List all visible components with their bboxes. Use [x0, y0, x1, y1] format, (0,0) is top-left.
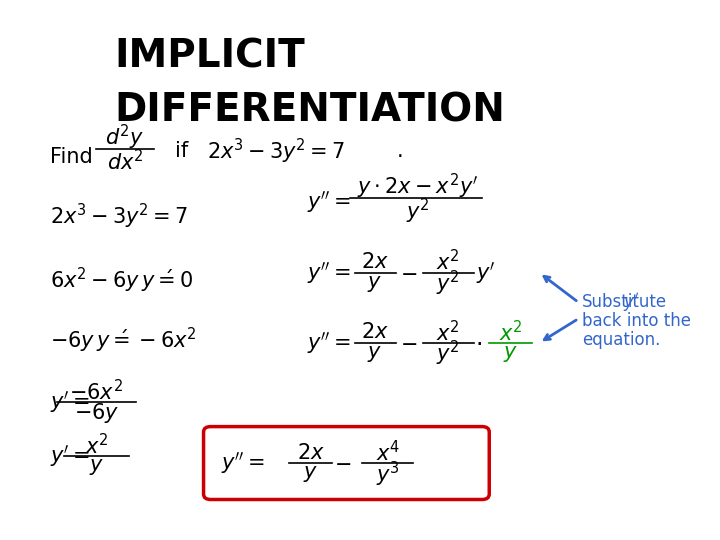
Text: $\cdot$: $\cdot$ [475, 331, 482, 355]
Text: $y$: $y$ [503, 343, 518, 364]
Text: $-$: $-$ [334, 453, 351, 474]
Text: $x^2$: $x^2$ [436, 249, 459, 274]
Text: $-$: $-$ [400, 333, 417, 353]
Text: IMPLICIT: IMPLICIT [114, 38, 305, 76]
Text: Find: Find [50, 146, 93, 167]
FancyBboxPatch shape [204, 427, 490, 500]
Text: DIFFERENTIATION: DIFFERENTIATION [114, 92, 505, 130]
Text: $y'$: $y'$ [623, 291, 639, 314]
Text: $x^2$: $x^2$ [436, 320, 459, 345]
Text: .: . [397, 141, 403, 161]
Text: $y^2$: $y^2$ [436, 339, 459, 368]
Text: $y'$: $y'$ [477, 260, 496, 286]
Text: $y^3$: $y^3$ [376, 460, 400, 489]
Text: $x^2$: $x^2$ [499, 320, 523, 345]
Text: $-6y$: $-6y$ [73, 401, 119, 425]
Text: $y$: $y$ [367, 343, 382, 364]
Text: $y''=$: $y''=$ [307, 330, 351, 356]
Text: $x^2$: $x^2$ [84, 433, 108, 458]
Text: $2x$: $2x$ [361, 252, 389, 272]
Text: $y$: $y$ [89, 457, 104, 477]
Text: $y''=$: $y''=$ [222, 450, 266, 476]
Text: $dx^2$: $dx^2$ [107, 150, 143, 174]
Text: $y$: $y$ [303, 464, 318, 484]
Text: $y'=$: $y'=$ [50, 443, 90, 469]
Text: if: if [175, 141, 188, 161]
Text: $y$: $y$ [367, 273, 382, 294]
Text: Substitute: Substitute [582, 293, 667, 312]
Text: $2x^3-3y^2=7$: $2x^3-3y^2=7$ [207, 137, 345, 166]
Text: $-6y\,y\'=-6x^2$: $-6y\,y\'=-6x^2$ [50, 326, 197, 355]
Text: $-$: $-$ [400, 262, 417, 283]
Text: $y''=$: $y''=$ [307, 260, 351, 286]
Text: $y\cdot2x-x^2y'$: $y\cdot2x-x^2y'$ [357, 172, 479, 201]
Text: $2x$: $2x$ [361, 322, 389, 342]
Text: $y''=$: $y''=$ [307, 190, 351, 215]
Text: $2x^3-3y^2=7$: $2x^3-3y^2=7$ [50, 201, 188, 231]
Text: $d^2y$: $d^2y$ [105, 123, 145, 152]
Text: $-6x^2$: $-6x^2$ [69, 379, 123, 404]
Text: equation.: equation. [582, 331, 660, 349]
Text: $y^2$: $y^2$ [406, 197, 430, 226]
Text: $y'=$: $y'=$ [50, 389, 90, 415]
Text: back into the: back into the [582, 312, 691, 330]
Text: $6x^2-6y\,y\'=0$: $6x^2-6y\,y\'=0$ [50, 266, 193, 295]
Text: $x^4$: $x^4$ [376, 440, 400, 465]
Text: $y^2$: $y^2$ [436, 269, 459, 298]
Text: $2x$: $2x$ [297, 442, 325, 463]
